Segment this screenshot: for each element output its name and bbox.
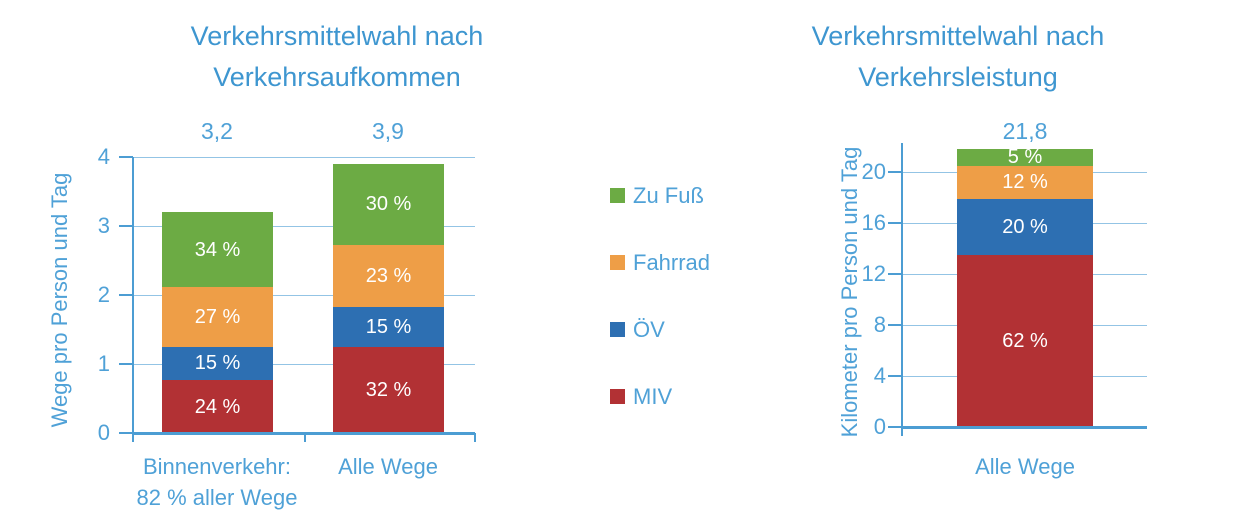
y-tick-label-0: 0 <box>97 420 110 445</box>
gridline-y-2 <box>133 294 475 296</box>
bar-segment-label-fahrrad: 12 % <box>1002 171 1048 194</box>
bar-segment-miv <box>162 380 273 433</box>
bar-segment-label-zu-fuss: 5 % <box>1007 146 1043 169</box>
bar-segment-fahrrad <box>957 165 1093 200</box>
legend-label-zu-fuss: Zu Fuß <box>633 183 704 208</box>
chart-title-line-2: Verkehrsleistung <box>858 62 1058 92</box>
bar-segment-miv <box>333 346 444 433</box>
legend-swatch-zu-fuss <box>610 188 625 203</box>
bar-segment-label-zu-fuss: 30 % <box>365 193 412 216</box>
y-tick-4 <box>119 156 133 158</box>
y-tick-4 <box>888 375 902 377</box>
y-tick-0 <box>888 426 902 428</box>
bar-total-label: 3,9 <box>372 118 404 144</box>
bar-total-label: 21,8 <box>1002 118 1048 144</box>
y-tick-label-8: 8 <box>873 312 886 337</box>
y-tick-label-4: 4 <box>97 144 110 169</box>
y-tick-label-16: 16 <box>861 210 886 235</box>
bar-segment-ov <box>162 346 273 380</box>
y-tick-label-1: 1 <box>97 351 110 376</box>
category-label-line: Alle Wege <box>338 454 438 479</box>
y-tick-label-0: 0 <box>873 414 886 439</box>
legend-swatch-fahrrad <box>610 255 625 270</box>
y-tick-12 <box>888 273 902 275</box>
bar-segment-label-ov: 15 % <box>194 352 241 375</box>
legend-label-miv: MIV <box>633 384 673 409</box>
bar-segment-fahrrad <box>162 287 273 347</box>
chart-title-line-1: Verkehrsmittelwahl nach <box>811 21 1105 51</box>
y-tick-20 <box>888 171 902 173</box>
chart-title: Verkehrsmittelwahl nach Verkehrsleistung <box>738 16 1178 98</box>
legend-label-fahrrad: Fahrrad <box>633 250 711 275</box>
bar-segment-zu-fuss <box>162 212 273 288</box>
legend-swatch-miv <box>610 389 625 404</box>
x-axis-line <box>902 426 1147 429</box>
bar-segment-label-fahrrad: 23 % <box>365 264 412 287</box>
y-tick-label-3: 3 <box>97 213 110 238</box>
category-label-line: Binnenverkehr: <box>143 454 291 479</box>
category-label: Binnenverkehr: 82 % aller Wege <box>97 451 337 513</box>
gridline-y-3 <box>133 225 475 227</box>
x-boundary-tick-0 <box>304 433 306 442</box>
y-tick-16 <box>888 222 902 224</box>
chart-title: Verkehrsmittelwahl nach Verkehrsaufkomme… <box>117 16 557 98</box>
y-tick-2 <box>119 294 133 296</box>
category-label-line: 82 % aller Wege <box>136 485 298 510</box>
bar-segment-label-miv: 62 % <box>1002 329 1048 352</box>
y-axis-line <box>901 143 903 436</box>
bar-segment-ov <box>333 306 444 347</box>
y-tick-label-4: 4 <box>873 363 886 388</box>
chart-title-line-1: Verkehrsmittelwahl nach <box>190 21 484 51</box>
category-label-line: Alle Wege <box>975 454 1075 479</box>
bar-total-label: 3,2 <box>201 118 233 144</box>
chart-title-line-2: Verkehrsaufkommen <box>213 62 461 92</box>
gridline-y-4 <box>133 156 475 158</box>
bar-segment-label-miv: 24 % <box>194 395 241 418</box>
bar-segment-label-miv: 32 % <box>365 378 412 401</box>
legend-swatch-ov <box>610 322 625 337</box>
y-tick-3 <box>119 225 133 227</box>
y-axis-line <box>132 157 134 442</box>
bar-segment-zu-fuss <box>333 163 444 245</box>
y-tick-label-20: 20 <box>861 159 886 184</box>
bar-segment-miv <box>957 254 1093 427</box>
bar-segment-zu-fuss <box>957 149 1093 166</box>
bar-segment-label-ov: 20 % <box>1002 215 1048 238</box>
bar-segment-ov <box>957 199 1093 255</box>
x-boundary-tick-1 <box>474 433 476 442</box>
bar-segment-label-fahrrad: 27 % <box>194 306 241 329</box>
y-tick-1 <box>119 363 133 365</box>
gridline-y-1 <box>133 363 475 365</box>
y-tick-label-2: 2 <box>97 282 110 307</box>
bar-segment-label-ov: 15 % <box>365 315 412 338</box>
category-label: Alle Wege <box>268 451 508 482</box>
bar-segment-fahrrad <box>333 244 444 307</box>
legend-label-ov: ÖV <box>633 317 665 342</box>
bar-segment-label-zu-fuss: 34 % <box>194 238 241 261</box>
category-label: Alle Wege <box>905 451 1145 482</box>
y-tick-label-12: 12 <box>861 261 886 286</box>
y-tick-0 <box>119 432 133 434</box>
y-tick-8 <box>888 324 902 326</box>
